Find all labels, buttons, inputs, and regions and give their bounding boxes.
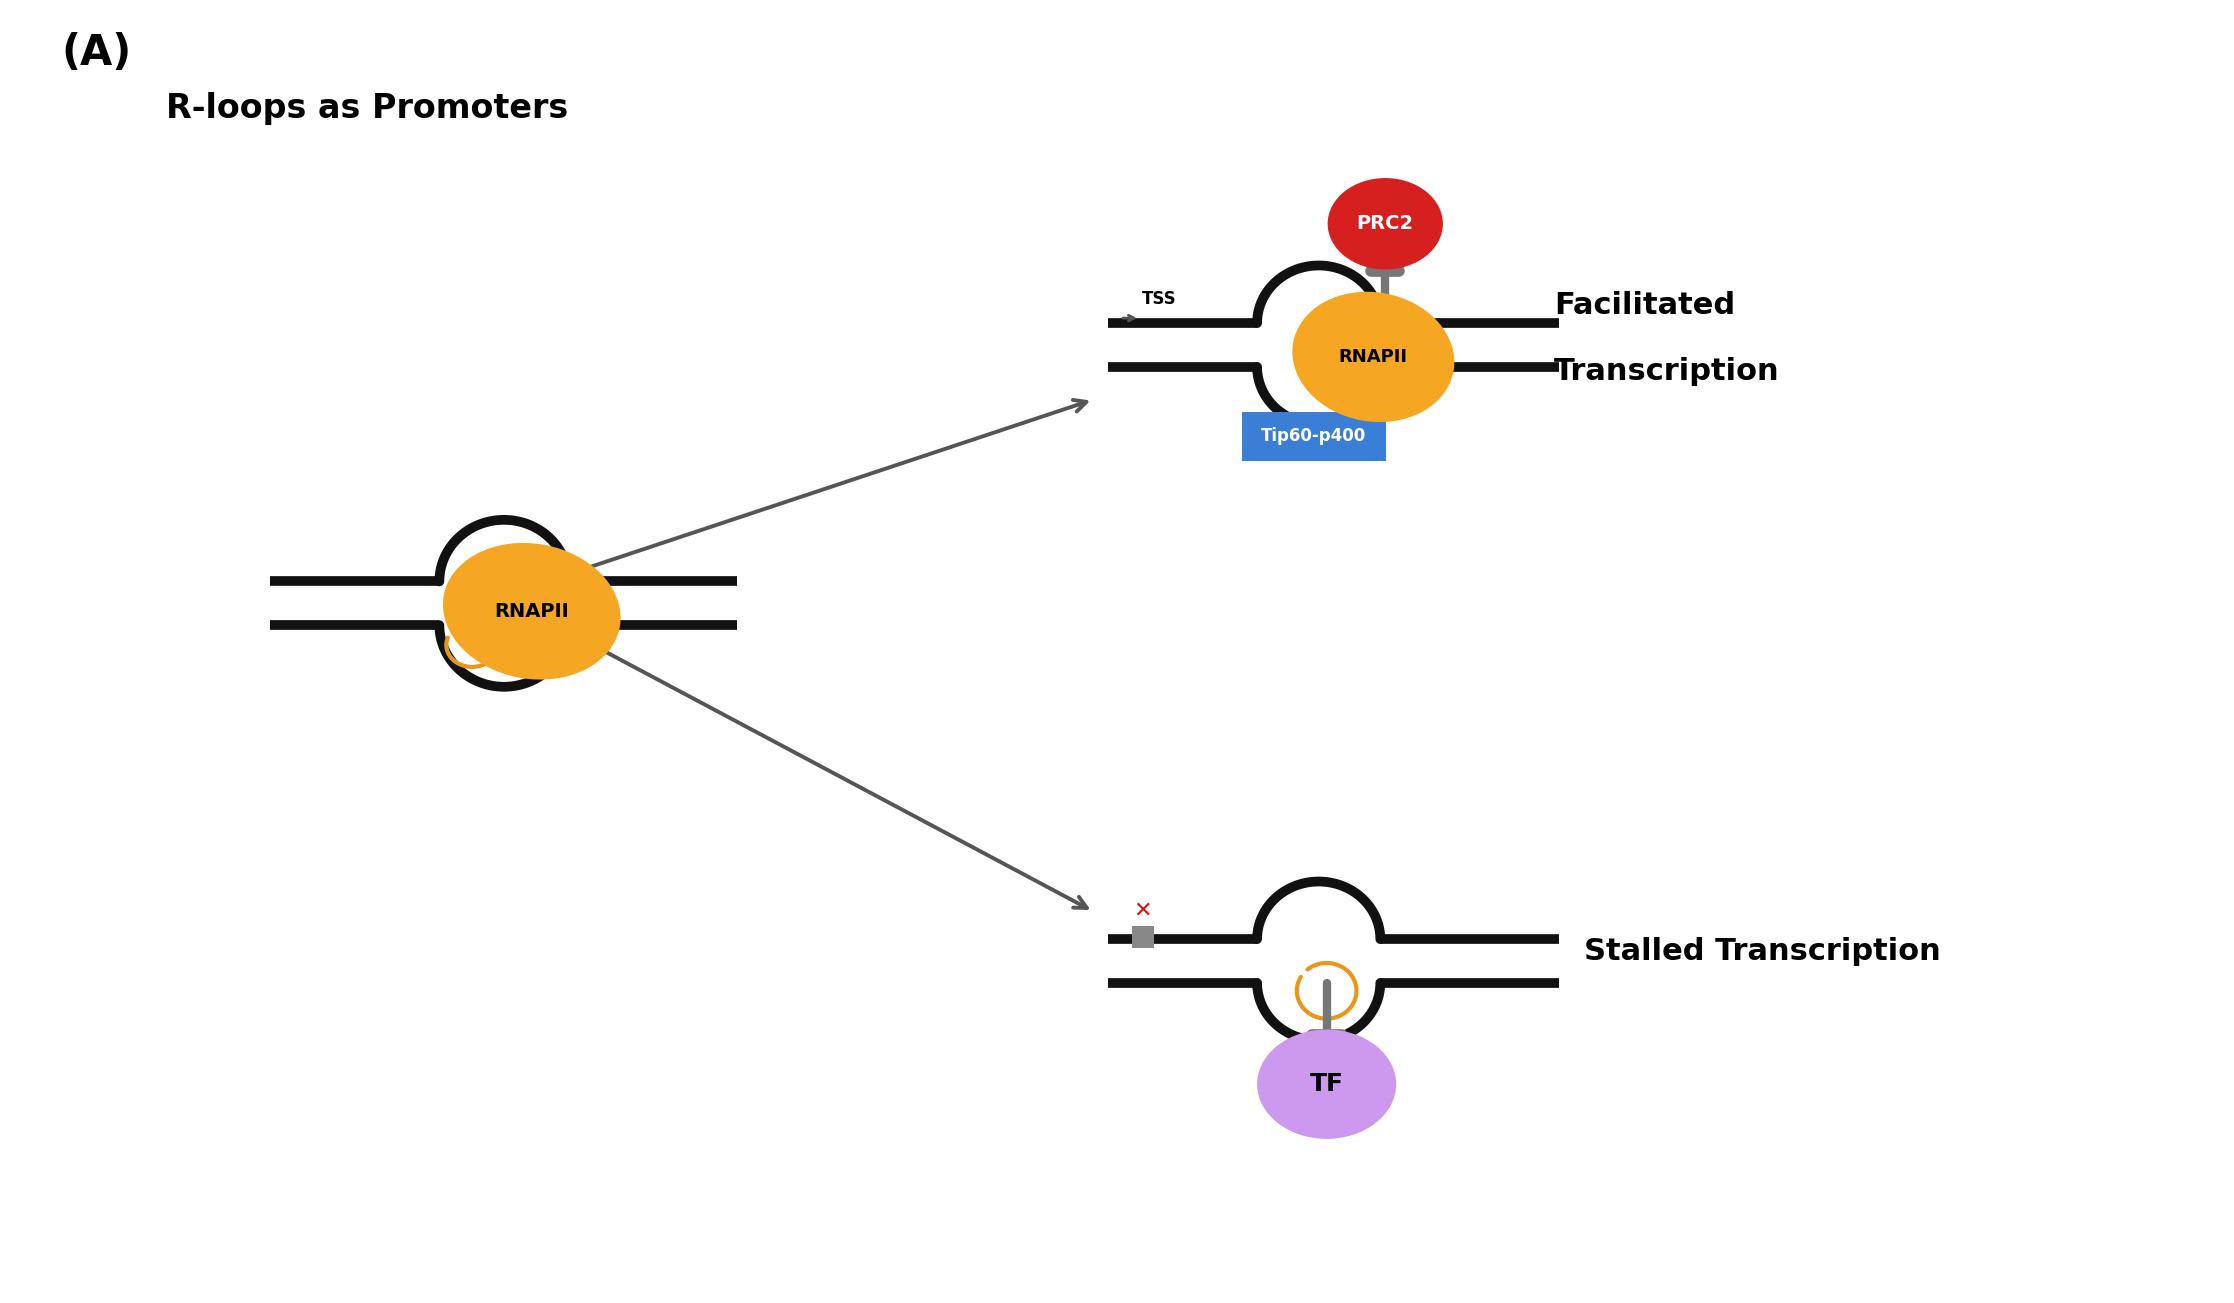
Text: RNAPII: RNAPII <box>494 602 570 620</box>
Bar <box>1242 412 1385 461</box>
Ellipse shape <box>1327 179 1443 270</box>
Text: Tip60-p400: Tip60-p400 <box>1262 427 1367 446</box>
Text: Facilitated: Facilitated <box>1555 291 1736 321</box>
Text: (A): (A) <box>63 33 132 74</box>
Bar <box>1133 926 1153 949</box>
Text: Transcription: Transcription <box>1555 357 1780 386</box>
Ellipse shape <box>442 543 621 680</box>
Ellipse shape <box>1291 292 1454 422</box>
Text: ✕: ✕ <box>1133 900 1153 920</box>
Text: PRC2: PRC2 <box>1356 214 1414 233</box>
Text: TF: TF <box>1309 1072 1343 1096</box>
Ellipse shape <box>1258 1029 1396 1139</box>
Text: R-loops as Promoters: R-loops as Promoters <box>165 91 567 125</box>
Text: TSS: TSS <box>1142 291 1177 309</box>
Text: RNAPII: RNAPII <box>1338 348 1407 366</box>
Text: Stalled Transcription: Stalled Transcription <box>1584 937 1941 966</box>
